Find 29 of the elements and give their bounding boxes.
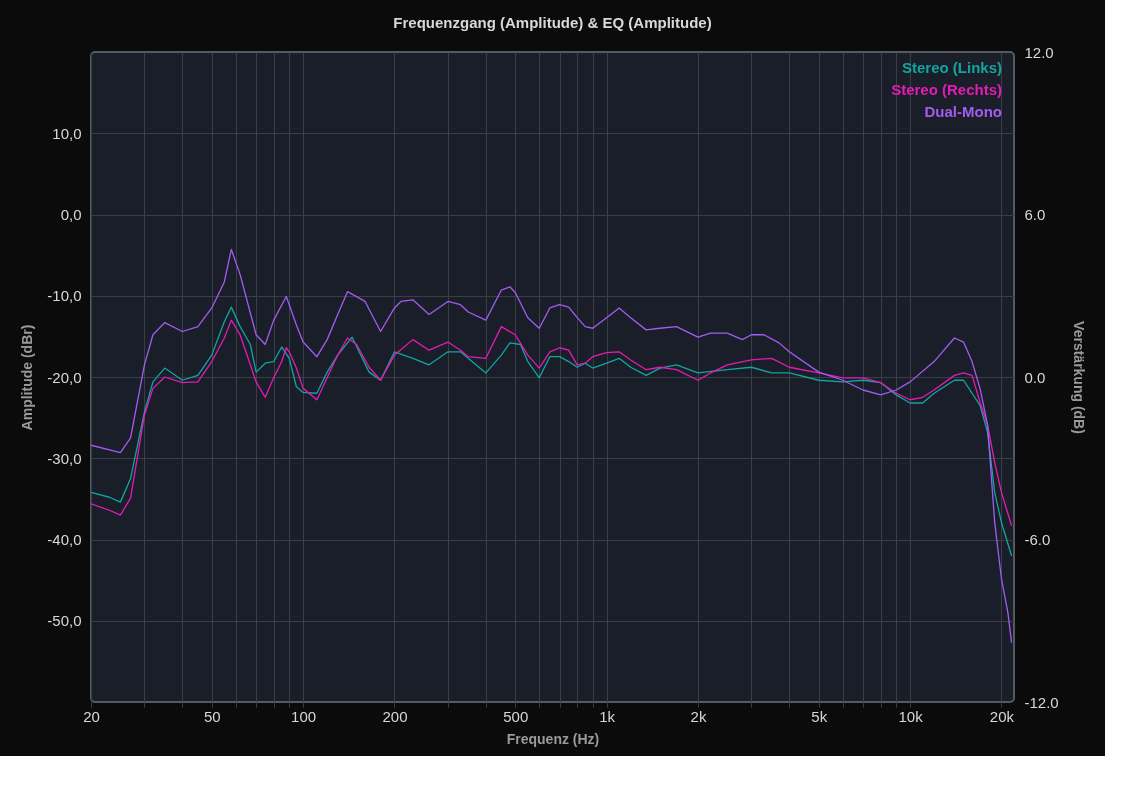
y2-tick-label: -12.0 [1024, 693, 1059, 711]
y-tick-label: -10,0 [47, 287, 82, 305]
y-tick-label: -40,0 [47, 531, 82, 548]
y-tick-label: -30,0 [47, 449, 82, 467]
text: Dual-Mono [924, 103, 1002, 120]
x-tick-label: 2k [690, 707, 707, 725]
x-tick-label: 20k [989, 707, 1015, 725]
chart-title: Frequenzgang (Amplitude) & EQ (Amplitude) [393, 14, 712, 31]
x-tick-label: 500 [503, 707, 529, 725]
y2-tick-label: -6.0 [1024, 531, 1051, 548]
text: Stereo (Rechts) [891, 81, 1002, 98]
y2-tick-label: 12.0 [1024, 43, 1054, 61]
y-tick-label: 0,0 [60, 206, 82, 223]
y-tick-label: -50,0 [47, 612, 82, 630]
x-tick-label: 200 [382, 707, 408, 725]
x-axis-title: Frequenz (Hz) [506, 730, 600, 747]
x-tick-label: 50 [203, 707, 221, 725]
x-tick-label: 1k [599, 707, 616, 725]
y2-tick-label: 0.0 [1024, 368, 1046, 386]
x-tick-label: 10k [898, 707, 924, 725]
y2-axis-title: Verstärkung (dB) [1070, 321, 1087, 434]
y2-tick-label: 6.0 [1024, 206, 1046, 223]
x-tick-label: 5k [811, 707, 828, 725]
y-tick-label: -20,0 [47, 368, 82, 386]
x-tick-label: 100 [291, 707, 317, 725]
text: Stereo (Links) [901, 59, 1002, 76]
y-axis-title: Amplitude (dBr) [19, 324, 36, 431]
x-tick-label: 20 [83, 707, 100, 725]
y-tick-label: 10,0 [52, 124, 82, 142]
